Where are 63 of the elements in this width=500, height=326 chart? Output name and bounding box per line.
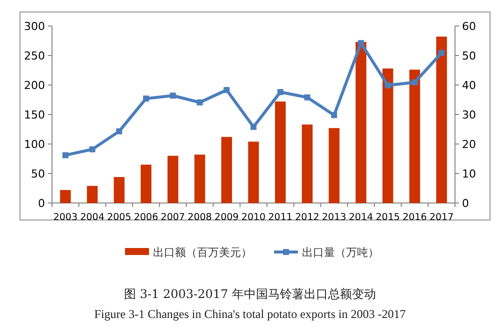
bar [114, 177, 125, 203]
x-tick-label: 2009 [214, 212, 239, 223]
point [62, 152, 68, 158]
bar [328, 128, 340, 203]
point [384, 82, 391, 88]
x-tick-label: 2013 [322, 212, 346, 223]
bar [436, 36, 447, 203]
point [224, 87, 230, 94]
point [277, 89, 284, 96]
x-tick-label: 2010 [241, 212, 266, 223]
y2-tick-label: 60 [462, 20, 476, 33]
x-tick-label: 2017 [429, 212, 454, 223]
y2-tick-label: 20 [462, 138, 476, 151]
x-tick-label: 2006 [134, 212, 158, 223]
bar [86, 186, 98, 203]
y2-tick-label: 10 [462, 168, 476, 180]
bar [221, 136, 232, 203]
x-tick-label: 2005 [107, 212, 132, 223]
y-tick-label: 0 [38, 197, 45, 210]
x-tick-label: 2007 [160, 212, 185, 223]
bar [274, 102, 286, 203]
point [143, 96, 150, 102]
y2-tick-label: 40 [462, 79, 476, 92]
point [196, 99, 203, 106]
point [304, 94, 310, 100]
point [250, 124, 256, 130]
x-tick-label: 2014 [348, 212, 374, 223]
point [358, 40, 364, 46]
bar [248, 142, 259, 203]
y-tick-label: 250 [24, 50, 45, 62]
point [412, 79, 418, 86]
point [438, 50, 445, 56]
text: 图 3-1 2003-2017 年中国马铃薯出口总额变动 [124, 287, 376, 301]
y-tick-label: 50 [31, 168, 45, 180]
bar [356, 42, 366, 203]
x-tick-label: 2011 [268, 212, 292, 223]
bar [409, 70, 420, 203]
x-tick-label: 2015 [376, 212, 400, 223]
text: Figure 3-1 Changes in China's total potato exports in 2003 -2017 [94, 307, 406, 321]
y-tick-label: 150 [24, 108, 45, 122]
bar [140, 164, 152, 203]
bar [168, 156, 178, 203]
x-tick-label: 2008 [188, 212, 212, 223]
point [170, 92, 176, 99]
bar [60, 190, 71, 203]
point [116, 128, 122, 134]
x-tick-label: 2003 [53, 212, 78, 223]
x-tick-label: 2004 [80, 212, 104, 223]
y-tick-label: 200 [24, 79, 45, 92]
y2-tick-label: 0 [462, 197, 469, 210]
legend-label: 出口额（百万美元） [153, 246, 252, 259]
y2-tick-label: 30 [462, 108, 476, 122]
y-tick-label: 300 [24, 20, 45, 33]
bar [302, 124, 313, 203]
bar [382, 68, 394, 203]
y-tick-label: 100 [24, 138, 45, 151]
y2-tick-label: 50 [462, 50, 476, 62]
legend-label: 出口量（万吨） [302, 246, 379, 259]
point [89, 146, 96, 152]
point [331, 112, 338, 118]
x-tick-label: 2012 [295, 212, 320, 223]
x-tick-label: 2016 [402, 212, 427, 223]
bar [194, 154, 206, 203]
